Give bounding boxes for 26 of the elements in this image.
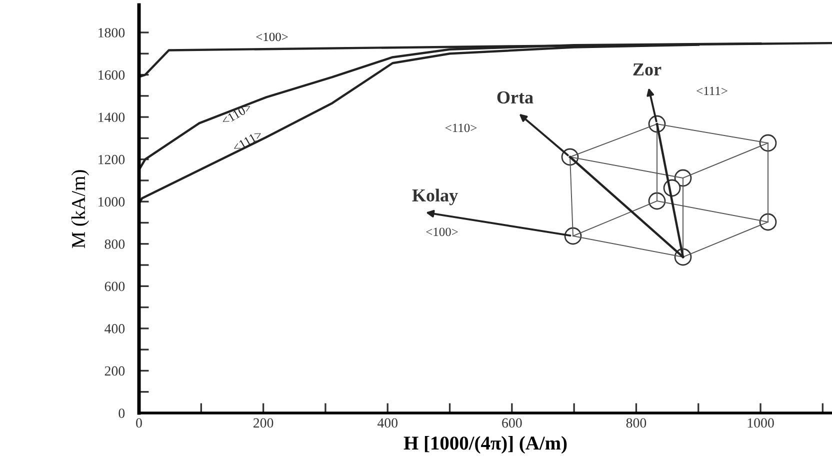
annotation: Orta — [497, 91, 534, 104]
x-tick-label: 800 — [626, 418, 646, 428]
x-tick-label: 400 — [377, 418, 398, 428]
y-tick-label: 400 — [104, 324, 125, 334]
series-label: <100> — [256, 32, 288, 42]
annotation: Kolay — [412, 188, 458, 206]
annotation: Zor — [633, 64, 662, 76]
annotation: <111> — [696, 86, 728, 96]
annotation: <100> — [426, 228, 458, 236]
text: <111> — [232, 130, 263, 152]
y-tick-label: 1200 — [98, 154, 125, 164]
y-tick-label: 1400 — [98, 112, 125, 122]
y-tick-label: 600 — [104, 282, 125, 292]
y-tick-label: 1600 — [98, 70, 125, 80]
x-tick-label: 0 — [136, 418, 142, 428]
y-tick-label: 800 — [104, 239, 125, 249]
annotation: <110> — [445, 124, 477, 132]
x-tick-label: 600 — [502, 418, 522, 428]
y-tick-label: 0 — [118, 408, 125, 418]
x-tick-label: 1000 — [748, 418, 774, 428]
y-axis-title: M (kA/m) — [71, 170, 89, 248]
y-tick-label: 200 — [104, 366, 125, 376]
y-tick-label: 1800 — [98, 28, 125, 38]
x-axis-title: H [1000/(4π)] (A/m) — [404, 436, 567, 454]
x-tick-label: 200 — [254, 418, 274, 428]
y-tick-label: 1000 — [98, 197, 125, 207]
